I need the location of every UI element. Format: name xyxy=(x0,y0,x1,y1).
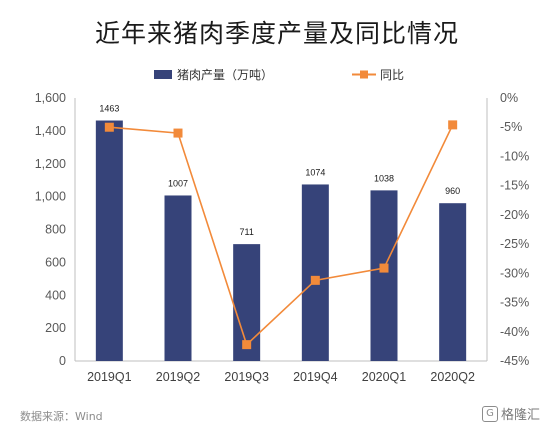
y-left-tick-label: 1,400 xyxy=(35,124,66,138)
legend-label-bar: 猪肉产量（万吨） xyxy=(177,68,273,82)
y-left-tick-label: 600 xyxy=(45,255,66,269)
y-left-tick-label: 200 xyxy=(45,321,66,335)
x-tick-label: 2019Q3 xyxy=(224,370,269,384)
y-right-tick-label: -40% xyxy=(500,325,529,339)
chart-title: 近年来猪肉季度产量及同比情况 xyxy=(94,19,459,48)
y-left-tick-label: 800 xyxy=(45,223,66,237)
bar-data-label: 711 xyxy=(239,227,253,237)
yoy-point-2019Q1 xyxy=(104,122,114,132)
y-right-tick-label: -35% xyxy=(500,296,529,310)
y-left-tick-label: 1,000 xyxy=(35,190,66,204)
legend-label-line: 同比 xyxy=(380,68,404,82)
y-right-tick-label: -25% xyxy=(500,237,529,251)
y-right-tick-label: 0% xyxy=(500,91,518,105)
x-tick-label: 2019Q4 xyxy=(293,370,338,384)
bar-2019Q1 xyxy=(95,120,123,361)
bar-data-label: 1038 xyxy=(374,173,394,183)
y-left-tick-label: 400 xyxy=(45,288,66,302)
bar-2019Q2 xyxy=(164,195,192,361)
brand-watermark: G 格隆汇 xyxy=(481,404,540,423)
yoy-point-2019Q3 xyxy=(242,340,252,350)
x-tick-label: 2020Q2 xyxy=(430,370,475,384)
legend-swatch-bar xyxy=(154,70,172,79)
yoy-point-2020Q1 xyxy=(379,263,389,273)
yoy-point-2019Q2 xyxy=(173,128,183,138)
bar-2020Q2 xyxy=(439,203,467,361)
yoy-point-2020Q2 xyxy=(448,120,458,130)
y-right-tick-label: -5% xyxy=(500,120,522,134)
y-right-tick-label: -45% xyxy=(500,354,529,368)
y-left-tick-label: 1,600 xyxy=(35,91,66,105)
brand-name: 格隆汇 xyxy=(500,408,540,423)
yoy-point-2019Q4 xyxy=(310,275,320,285)
bar-data-label: 1007 xyxy=(168,178,188,188)
legend-swatch-marker xyxy=(360,70,368,79)
bar-data-label: 1074 xyxy=(305,167,325,177)
bar-2019Q4 xyxy=(301,184,329,361)
y-right-tick-label: -20% xyxy=(500,208,529,222)
yoy-line xyxy=(109,124,454,347)
y-right-tick-label: -10% xyxy=(500,149,529,163)
x-tick-label: 2019Q1 xyxy=(87,370,132,384)
y-right-tick-label: -30% xyxy=(500,266,529,280)
y-left-tick-label: 0 xyxy=(59,354,66,368)
legend: 猪肉产量（万吨） 同比 xyxy=(154,68,404,82)
y-right-tick-label: -15% xyxy=(500,179,529,193)
source-note: 数据来源：Wind xyxy=(20,410,103,423)
bar-data-label: 1463 xyxy=(99,104,119,114)
bar-data-label: 960 xyxy=(445,186,460,196)
plot-area: 0 200 400 600 800 1,000 1,200 1,400 1,600 0% -5% -1… xyxy=(35,91,529,384)
bar-2020Q1 xyxy=(370,190,398,361)
x-tick-label: 2020Q1 xyxy=(362,370,407,384)
g-logo-icon: G xyxy=(481,405,498,422)
y-left-tick-label: 1,200 xyxy=(35,157,66,171)
x-tick-label: 2019Q2 xyxy=(156,370,201,384)
